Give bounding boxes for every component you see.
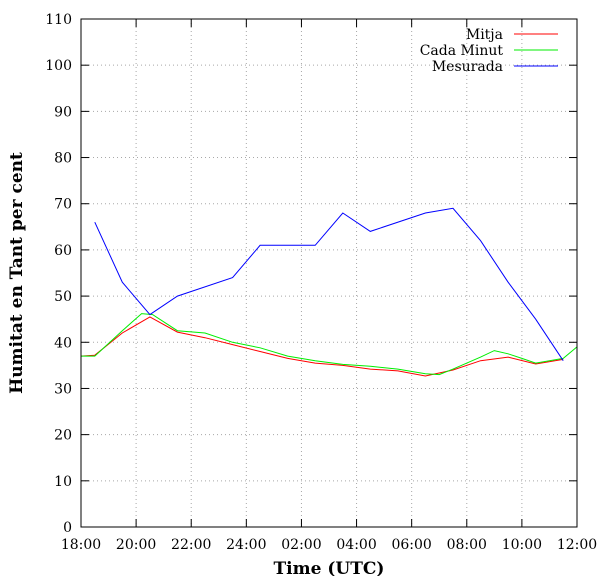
x-tick-label: 06:00: [391, 537, 431, 553]
legend-label-mesurada: Mesurada: [432, 59, 503, 75]
x-axis: 18:00 20:00 22:00 24:00 02:00 04:00 06:00 08:00…: [61, 19, 597, 553]
x-tick-label: 12:00: [557, 537, 597, 553]
legend-label-mitja: Mitja: [466, 27, 503, 43]
series-line-mitja: [80, 316, 564, 377]
y-tick-label: 10: [54, 474, 72, 490]
x-tick-label: 24:00: [226, 537, 266, 553]
y-tick-label: 90: [54, 104, 72, 120]
y-axis: 0 10 20 30 40 50 60 70 80 90 100 110: [45, 12, 577, 536]
y-tick-label: 20: [54, 428, 72, 444]
legend-label-cada-minut: Cada Minut: [420, 43, 504, 59]
x-tick-label: 02:00: [281, 537, 321, 553]
y-tick-label: 40: [54, 335, 72, 351]
x-tick-label: 08:00: [447, 537, 487, 553]
plot-frame: [80, 18, 578, 528]
y-axis-title: Humitat en Tant per cent: [7, 152, 27, 394]
x-tick-label: 04:00: [336, 537, 376, 553]
y-tick-label: 70: [54, 197, 72, 213]
y-tick-label: 50: [54, 289, 72, 305]
series-line-mesurada: [94, 207, 564, 361]
x-tick-label: 10:00: [502, 537, 542, 553]
y-tick-label: 30: [54, 381, 72, 397]
y-tick-label: 80: [54, 151, 72, 167]
x-axis-title: Time (UTC): [274, 559, 385, 576]
x-tick-label: 18:00: [61, 537, 101, 553]
grid-lines: [81, 19, 577, 527]
y-tick-label: 100: [45, 58, 72, 74]
y-tick-label: 0: [63, 520, 72, 536]
y-tick-label: 60: [54, 243, 72, 259]
x-tick-label: 20:00: [116, 537, 156, 553]
x-tick-label: 22:00: [171, 537, 211, 553]
plot-area: [80, 207, 578, 377]
y-tick-label: 110: [45, 12, 72, 28]
